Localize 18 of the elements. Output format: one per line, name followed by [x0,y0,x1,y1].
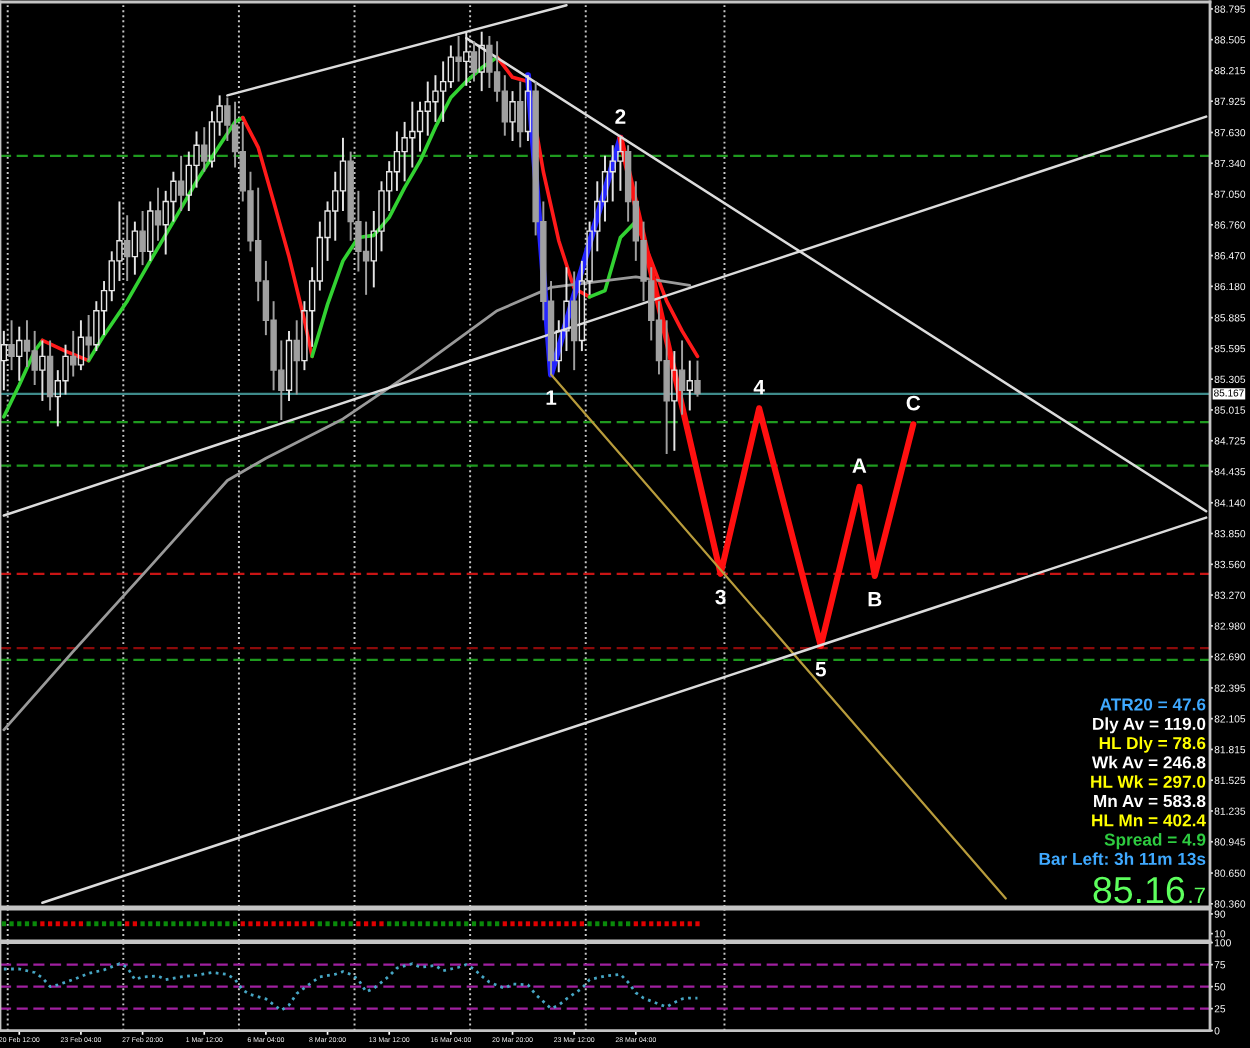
annotation: HL Wk = 297.0 [1091,775,1206,788]
annotation: Dly Av = 119.0 [1093,717,1206,734]
annotation: 2 [615,109,626,124]
annotation: Spread = 4.9 [1104,833,1206,850]
annotation: ATR20 = 47.6 [1100,698,1206,711]
annotation: .7 [1189,887,1205,903]
annotation: C [906,395,921,411]
annotation: Wk Av = 246.8 [1091,755,1206,769]
annotation: 1 [546,390,557,405]
annotation: Mn Av = 583.8 [1094,794,1206,808]
annotation: 85.16 [1093,876,1185,904]
annotation: Bar Left: 3h 11m 13s [1039,852,1206,866]
annotation: 3 [715,589,726,605]
annotation: 4 [753,379,765,395]
annotation: 5 [815,662,827,677]
annotation: B [868,592,882,607]
annotation: HL Mn = 402.4 [1092,814,1206,827]
annotation: HL Dly = 78.6 [1099,736,1206,753]
